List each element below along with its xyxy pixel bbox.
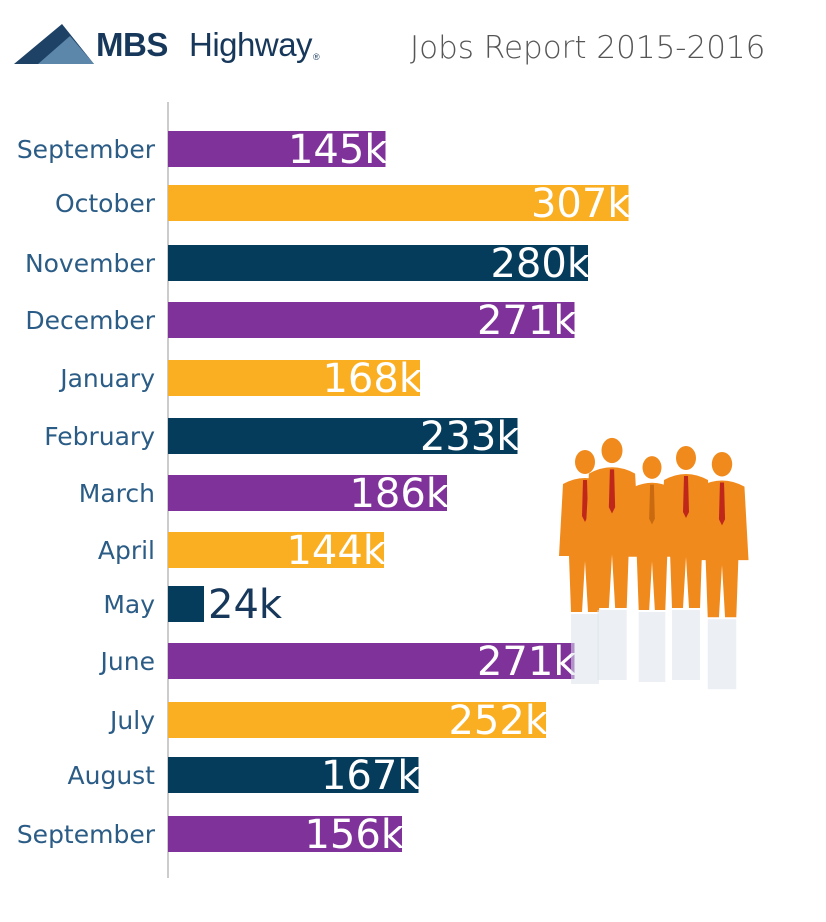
category-label: September xyxy=(17,820,156,849)
category-label: February xyxy=(44,422,155,451)
value-label: 145k xyxy=(288,127,388,173)
mbs-highway-logo xyxy=(14,24,94,64)
bar xyxy=(168,816,402,852)
registered-mark: ® xyxy=(313,52,320,62)
bar xyxy=(168,532,384,568)
category-label: December xyxy=(25,306,155,335)
bar xyxy=(168,302,575,338)
bar xyxy=(168,475,447,511)
value-label: 307k xyxy=(531,181,631,227)
value-label: 252k xyxy=(448,698,548,744)
bar xyxy=(168,185,629,221)
brand-name-bold: MBS xyxy=(96,26,168,63)
category-label: September xyxy=(17,135,156,164)
category-label: June xyxy=(99,647,155,676)
person-silhouette xyxy=(695,451,749,690)
logo-mountain-highlight xyxy=(38,36,94,64)
value-label: 168k xyxy=(322,356,422,402)
category-label: July xyxy=(108,706,155,735)
category-label: January xyxy=(58,364,155,393)
person-silhouette xyxy=(584,437,640,680)
bar xyxy=(168,757,419,793)
value-label: 167k xyxy=(321,753,421,799)
chart-title: Jobs Report 2015-2016 xyxy=(410,30,766,66)
value-label: 271k xyxy=(477,639,577,685)
bar xyxy=(168,418,518,454)
bar xyxy=(168,131,386,167)
bar xyxy=(168,643,575,679)
category-label: October xyxy=(55,189,156,218)
bar xyxy=(168,245,588,281)
bar-group: September 145k October 307k November 280k Dece… xyxy=(17,127,632,858)
category-label: November xyxy=(25,249,156,278)
value-label: 144k xyxy=(286,528,386,574)
category-label: April xyxy=(98,536,155,565)
bar xyxy=(168,702,546,738)
value-label: 233k xyxy=(420,414,520,460)
brand-name-light: Highway xyxy=(189,26,313,63)
value-label: 280k xyxy=(490,241,590,287)
bar xyxy=(168,586,204,622)
value-label: 186k xyxy=(349,471,449,517)
category-label: March xyxy=(79,479,155,508)
value-label: 24k xyxy=(208,582,283,628)
value-label: 156k xyxy=(304,812,404,858)
category-label: May xyxy=(103,590,155,619)
person-silhouette xyxy=(660,446,712,680)
business-people-silhouettes xyxy=(559,437,749,690)
value-label: 271k xyxy=(477,298,577,344)
category-label: August xyxy=(68,761,156,790)
bar xyxy=(168,360,420,396)
